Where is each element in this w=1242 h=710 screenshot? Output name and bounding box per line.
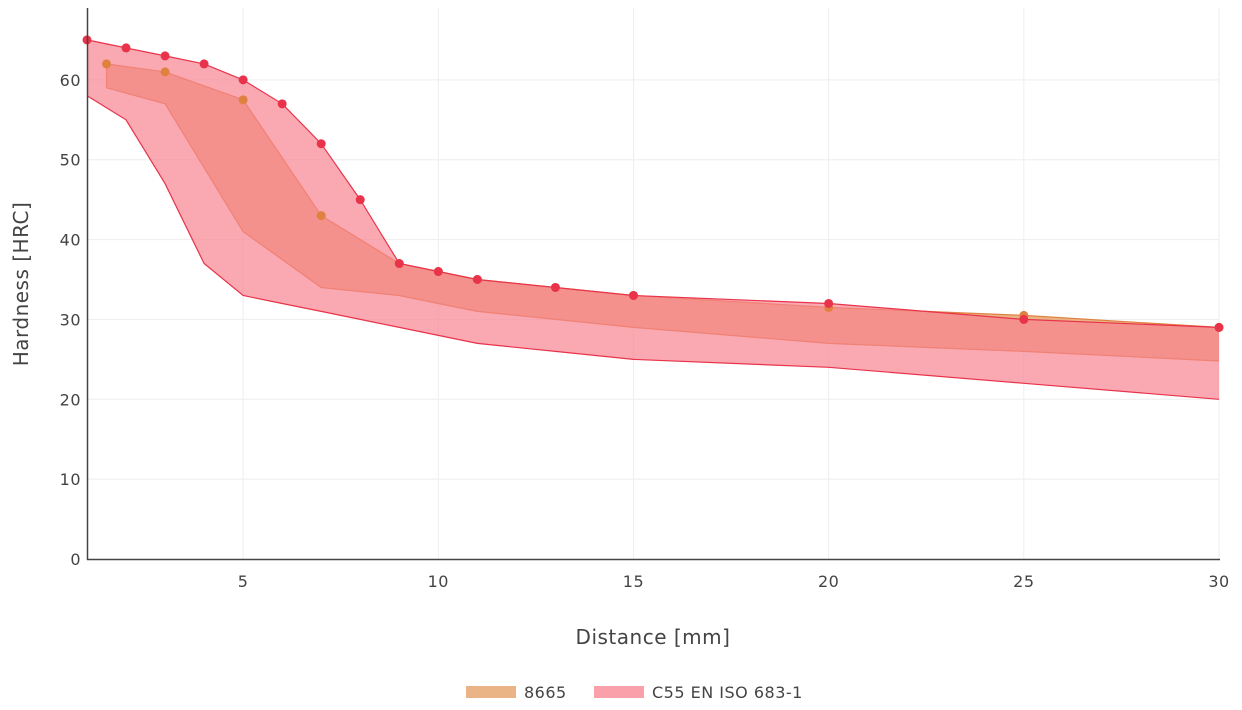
x-tick-label: 30 (1208, 572, 1229, 591)
tick-labels: 5 10 15 20 25 30 0 10 20 30 40 50 60 (60, 71, 1230, 591)
legend-item-1[interactable]: 8665 (466, 683, 567, 702)
y-tick-label: 40 (60, 231, 81, 250)
series-band-2 (87, 39, 1219, 400)
y-tick-label: 20 (60, 390, 81, 409)
series-min-line-2 (86, 95, 1220, 400)
data-point-2[interactable] (472, 275, 482, 284)
data-point-2[interactable] (160, 51, 170, 61)
x-tick-label: 20 (818, 572, 839, 591)
y-tick-label: 60 (60, 71, 81, 90)
series-markers (82, 35, 1224, 332)
data-point-2[interactable] (628, 290, 638, 300)
series-max-line-2 (86, 39, 1220, 328)
data-point-1[interactable] (238, 95, 248, 105)
y-tick-label: 30 (60, 310, 81, 329)
x-tick-label: 15 (623, 572, 644, 591)
legend-swatch (594, 686, 644, 698)
data-point-2[interactable] (355, 195, 365, 205)
series-areas (86, 39, 1220, 400)
data-point-2[interactable] (824, 298, 834, 308)
data-point-2[interactable] (550, 282, 560, 292)
y-tick-label: 50 (60, 151, 81, 170)
legend-swatch (466, 686, 516, 698)
data-point-2[interactable] (1214, 322, 1224, 332)
legend[interactable]: 8665 C55 EN ISO 683-1 (466, 683, 803, 702)
data-point-1[interactable] (316, 211, 326, 221)
x-tick-label: 10 (428, 572, 449, 591)
y-tick-label: 10 (60, 470, 81, 489)
x-tick-label: 5 (238, 572, 249, 591)
data-point-2[interactable] (433, 267, 443, 277)
data-point-2[interactable] (394, 259, 404, 269)
y-tick-label: 0 (70, 550, 81, 569)
data-point-2[interactable] (316, 139, 326, 149)
x-tick-label: 25 (1013, 572, 1034, 591)
data-point-2[interactable] (1019, 314, 1029, 324)
data-point-1[interactable] (160, 67, 170, 77)
data-point-2[interactable] (238, 75, 248, 85)
data-point-1[interactable] (102, 59, 112, 69)
axes (86, 8, 1220, 561)
legend-item-2[interactable]: C55 EN ISO 683-1 (594, 683, 803, 702)
data-point-2[interactable] (277, 99, 287, 109)
legend-label: 8665 (524, 683, 567, 702)
legend-label: C55 EN ISO 683-1 (652, 683, 803, 702)
data-point-2[interactable] (121, 43, 131, 53)
data-point-2[interactable] (199, 59, 209, 69)
y-axis-title: Hardness [HRC] (9, 202, 33, 367)
x-axis-title: Distance [mm] (576, 625, 731, 649)
